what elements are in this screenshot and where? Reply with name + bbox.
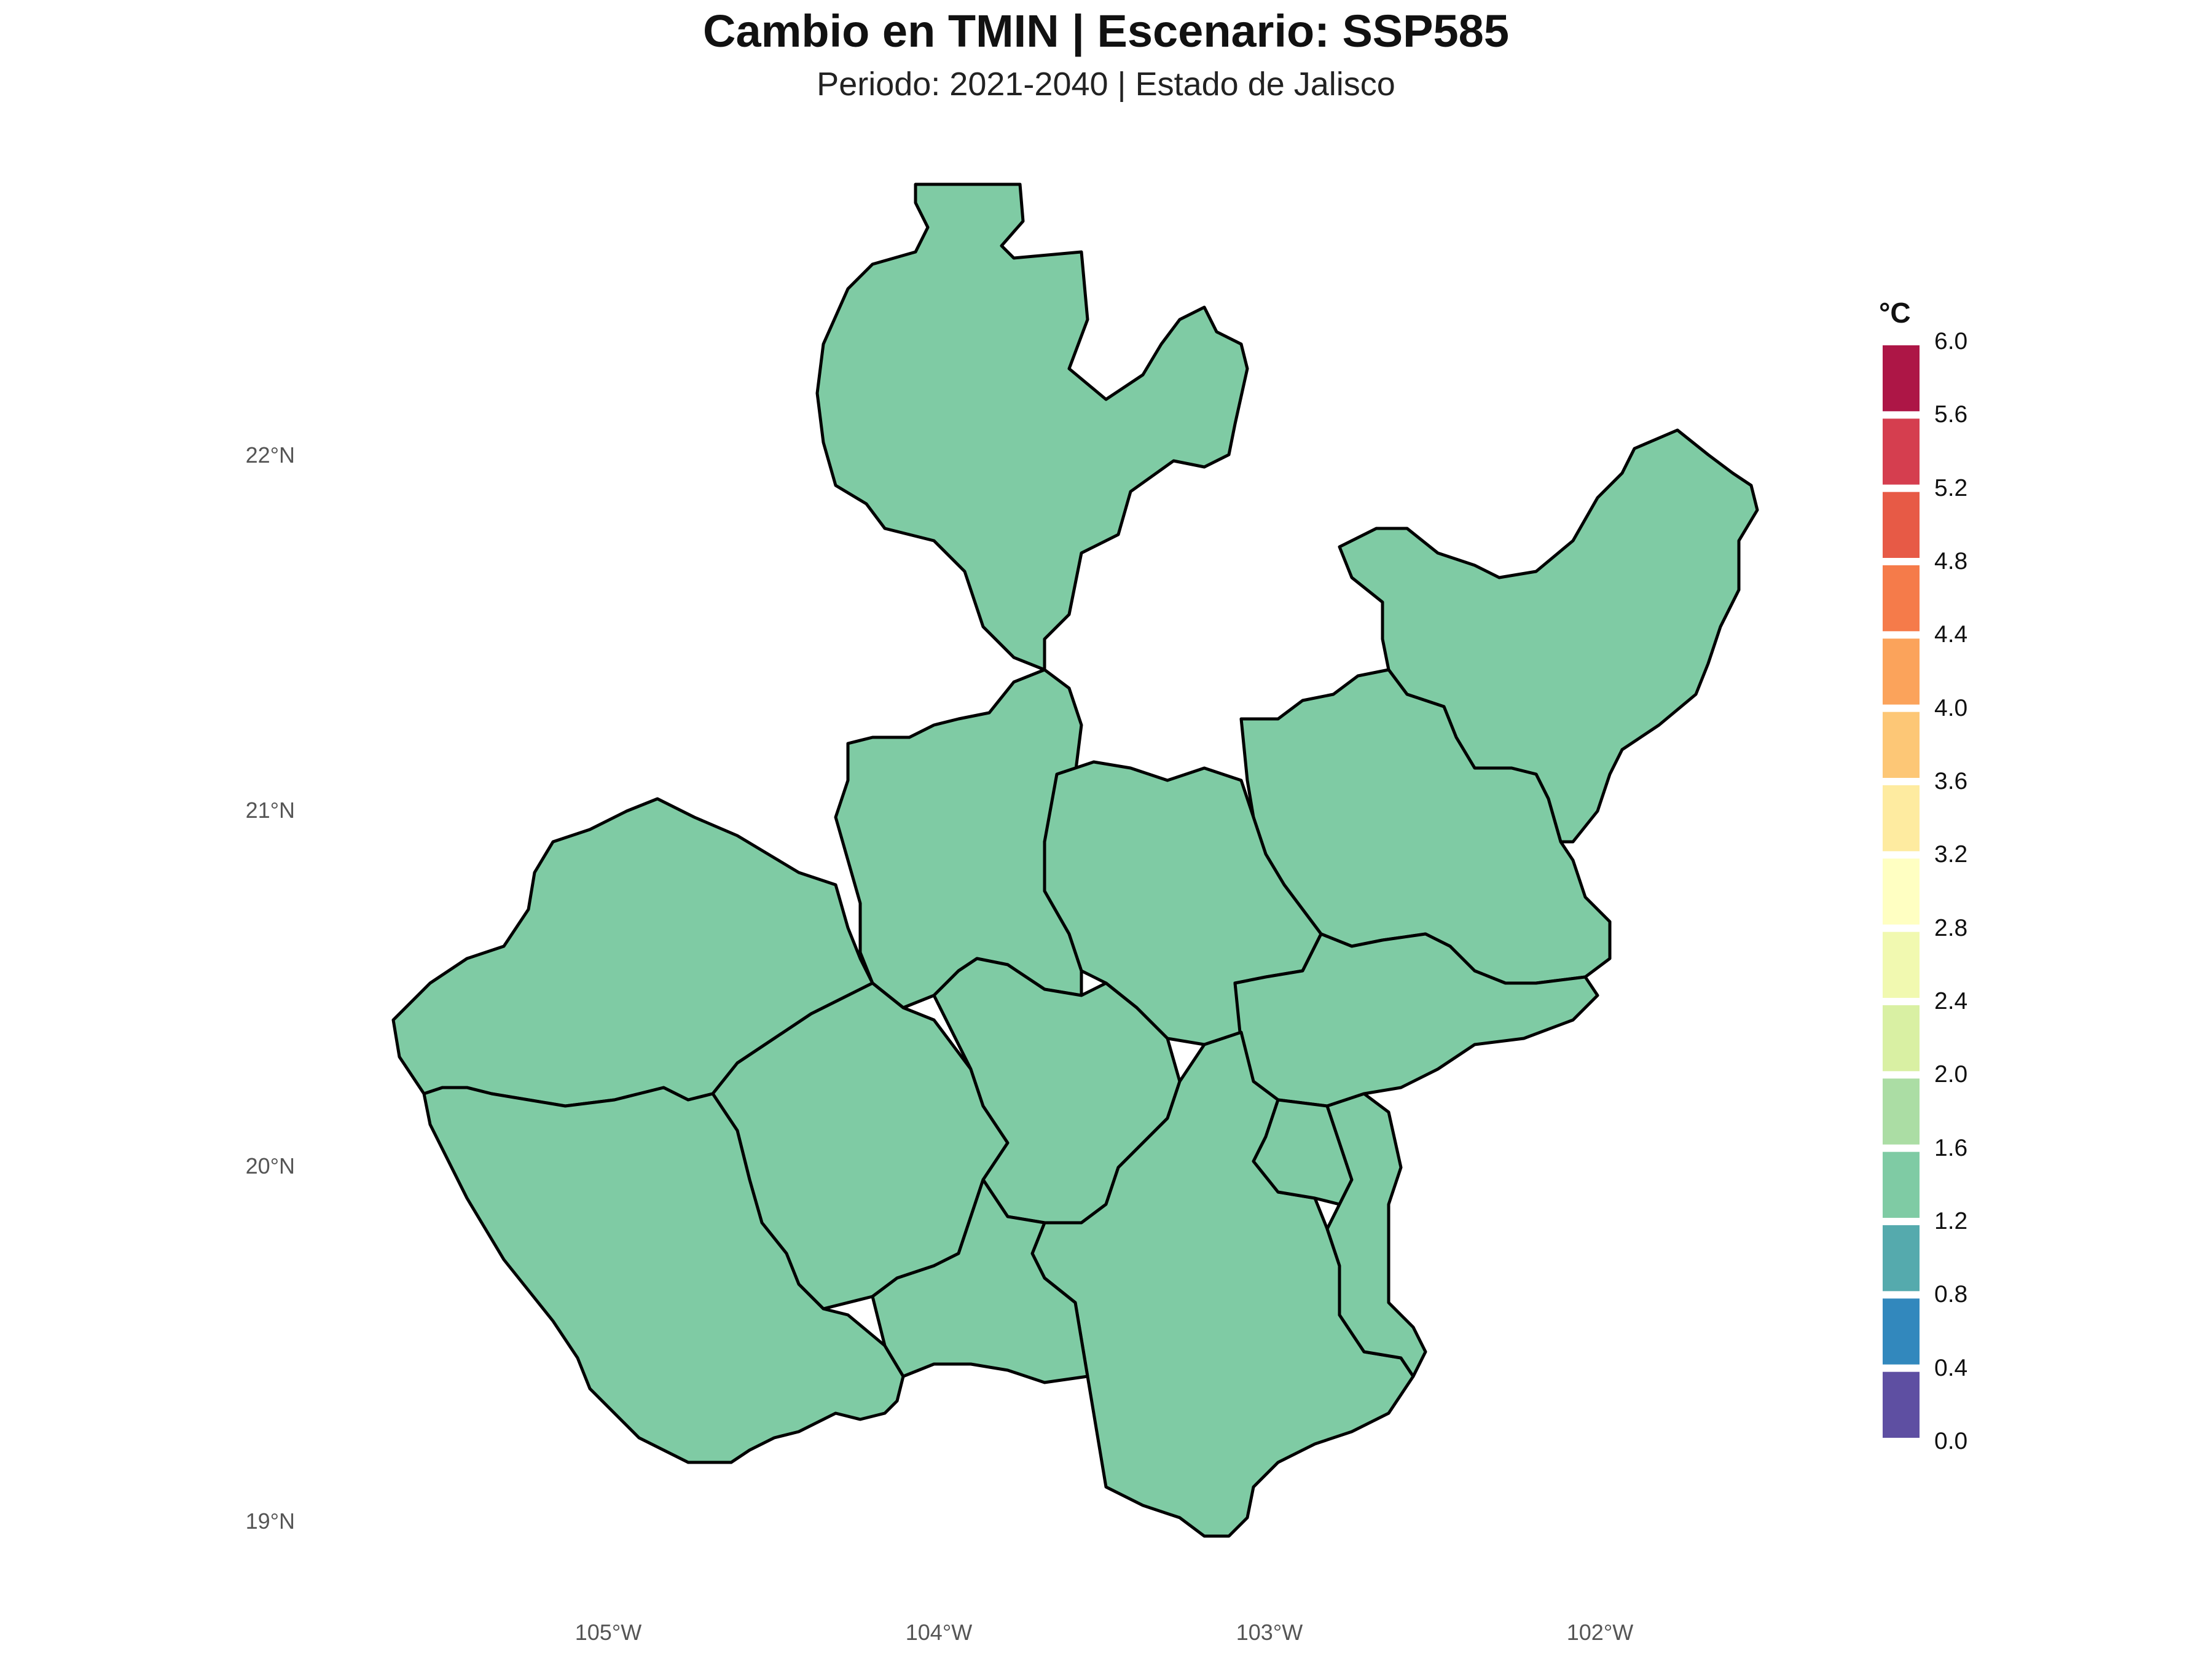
lat-label-19: 19°N: [245, 1508, 295, 1534]
colorbar-segment: [1883, 1151, 1920, 1218]
lat-label-21: 21°N: [245, 798, 295, 823]
state-regions: [391, 182, 1759, 1538]
region-sureste-sur: [1325, 1092, 1427, 1378]
region-sierra-de-amula: [871, 1178, 1089, 1384]
colorbar-segment: [1883, 785, 1920, 852]
colorbar-segment: [1883, 1005, 1920, 1072]
colorbar-segment: [1883, 1371, 1920, 1438]
colorbar-tick-label: 3.6: [1934, 768, 1968, 794]
lon-label-104w: 104°W: [905, 1620, 973, 1645]
colorbar-tick-label: 0.8: [1934, 1281, 1968, 1308]
colorbar-tick-label: 2.8: [1934, 914, 1968, 941]
colorbar-tick-label: 4.0: [1934, 694, 1968, 721]
colorbar-segment: [1883, 418, 1920, 485]
colorbar-segment: [1883, 565, 1920, 632]
legend-title: °C: [1879, 297, 1911, 329]
colorbar-tick-label: 0.0: [1934, 1428, 1968, 1454]
colorbar-tick-label: 6.0: [1934, 328, 1968, 355]
colorbar-tick-label: 3.2: [1934, 841, 1968, 868]
lon-label-102w: 102°W: [1566, 1620, 1634, 1645]
map-subtitle: Periodo: 2021-2040 | Estado de Jalisco: [817, 66, 1395, 103]
lon-label-105w: 105°W: [575, 1620, 642, 1645]
colorbar-tick-label: 5.6: [1934, 401, 1968, 428]
lon-label-103w: 103°W: [1236, 1620, 1303, 1645]
colorbar-tick-label: 4.8: [1934, 548, 1968, 575]
colorbar-segment: [1883, 1298, 1920, 1365]
colorbar-segment: [1883, 345, 1920, 412]
colorbar-tick-label: 5.2: [1934, 474, 1968, 501]
colorbar-tick-label: 1.2: [1934, 1208, 1968, 1234]
colorbar-tick-label: 0.4: [1934, 1354, 1968, 1381]
colorbar-segment: [1883, 1078, 1920, 1145]
lat-label-20: 20°N: [245, 1153, 295, 1179]
region-costa-sur: [422, 1086, 905, 1464]
colorbar-tick-label: 2.4: [1934, 988, 1968, 1014]
colorbar: [1883, 345, 1920, 1438]
colorbar-tick-label: 4.4: [1934, 621, 1968, 648]
colorbar-tick-label: 1.6: [1934, 1134, 1968, 1161]
colorbar-tick-label: 2.0: [1934, 1061, 1968, 1088]
colorbar-segment: [1883, 1225, 1920, 1292]
colorbar-segment: [1883, 858, 1920, 925]
colorbar-segment: [1883, 638, 1920, 705]
map-title: Cambio en TMIN | Escenario: SSP585: [703, 6, 1509, 57]
region-norte: [815, 182, 1249, 672]
colorbar-segment: [1883, 712, 1920, 778]
lat-label-22: 22°N: [245, 442, 295, 468]
colorbar-segment: [1883, 931, 1920, 998]
colorbar-segment: [1883, 492, 1920, 558]
